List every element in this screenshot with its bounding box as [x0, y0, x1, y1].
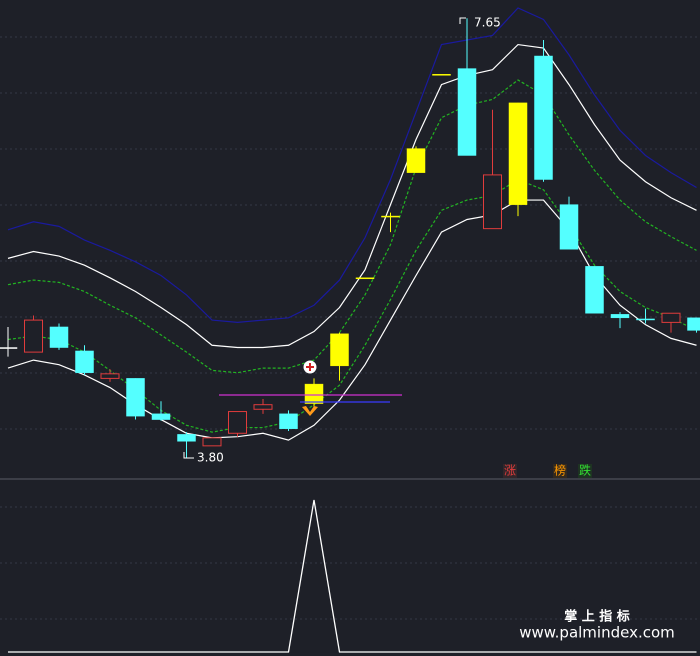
- candle-body: [687, 317, 700, 331]
- indicator-line: [8, 499, 697, 653]
- candle-body: [432, 74, 451, 76]
- candle-body: [202, 437, 222, 447]
- candle-body: [457, 68, 477, 156]
- band-line: [7, 79, 697, 374]
- candle-body: [49, 326, 69, 348]
- candle-body: [0, 347, 18, 349]
- plot: [0, 7, 700, 653]
- signal: 跌: [579, 463, 591, 478]
- annotation: 3.80: [197, 451, 224, 465]
- candle-body: [355, 277, 375, 280]
- candle-body: [279, 413, 298, 429]
- candle-body: [330, 333, 349, 367]
- candle-body: [483, 174, 502, 230]
- candle-body: [100, 373, 120, 379]
- band-line: [7, 43, 697, 349]
- annotation-arrow: [459, 17, 466, 24]
- candle-body: [253, 404, 273, 410]
- candle-body: [559, 204, 579, 250]
- candle-body: [585, 266, 604, 314]
- candle-body: [177, 434, 196, 442]
- band-line: [7, 199, 697, 441]
- candle-body: [228, 411, 247, 434]
- candle-body: [304, 383, 324, 404]
- candle-body: [75, 350, 94, 373]
- watermark-title: 掌 上 指 标: [564, 609, 630, 625]
- candle-body: [381, 215, 400, 218]
- band-line: [7, 7, 697, 323]
- signal-box: [578, 464, 592, 478]
- candle-body: [610, 314, 630, 319]
- watermark-url: www.palmindex.com: [519, 624, 675, 642]
- candle-body: [151, 413, 171, 420]
- grid: [0, 36, 700, 620]
- signal: 榜: [554, 463, 566, 478]
- candle-body: [126, 378, 145, 417]
- signal: 涨: [504, 463, 516, 478]
- signal-box: [503, 464, 517, 478]
- band-line: [7, 178, 697, 433]
- candle-body: [661, 312, 681, 323]
- candle-body: [24, 319, 43, 353]
- candle-body: [636, 318, 655, 321]
- butterfly-icon: [302, 406, 318, 416]
- annotation: 7.65: [474, 16, 501, 30]
- candle-body: [508, 102, 528, 205]
- signal-box: [553, 464, 567, 478]
- candle-body: [534, 55, 553, 180]
- plus-icon: [303, 360, 317, 374]
- annotation-arrow: [183, 452, 194, 459]
- candle-body: [406, 148, 426, 173]
